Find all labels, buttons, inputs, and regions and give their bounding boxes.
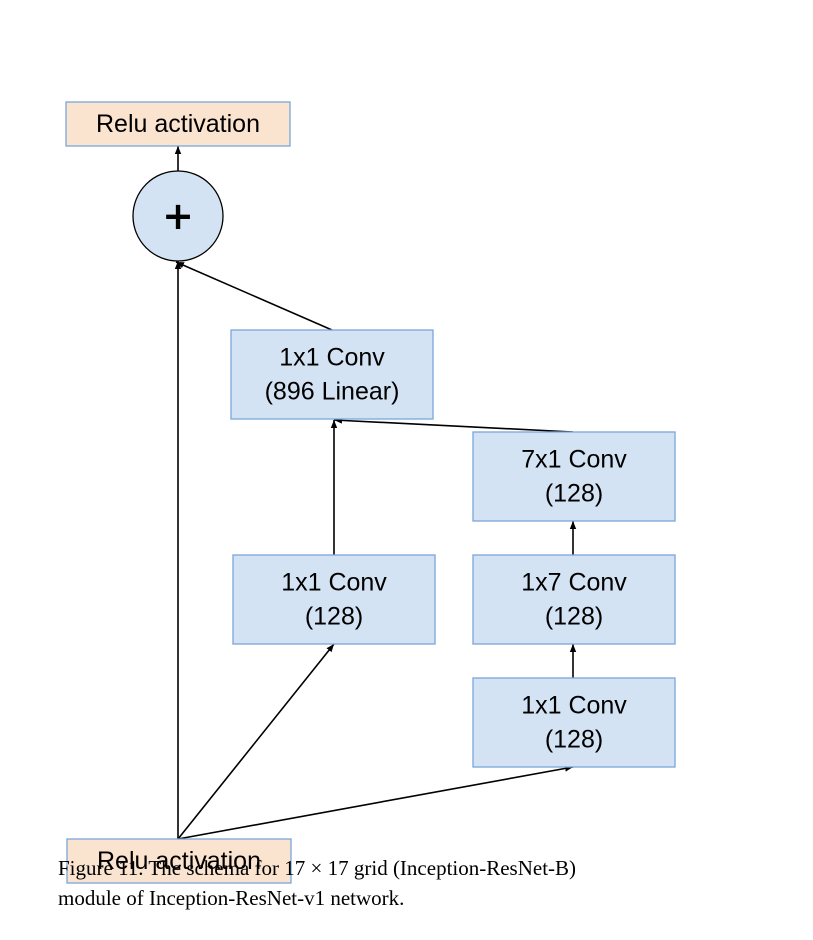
edge-conv-7x1-to-conv-linear [333,417,574,433]
node-conv-1x7: 1x7 Conv (128) [472,554,676,645]
node-relu-top: Relu activation [65,101,291,147]
node-label-line: Relu activation [96,110,260,138]
node-conv-7x1: 7x1 Conv (128) [472,431,676,522]
node-box [66,838,292,884]
node-box [65,101,291,147]
node-label-line: 1x1 Conv [521,692,627,720]
node-sum: + [132,170,224,262]
edge-conv-linear-to-sum [175,261,333,331]
node-label-line: (128) [545,726,603,754]
nodes-layer: Relu activation +1x1 Conv (896 Linear) 7x1 … [65,101,676,884]
plus-sign: + [162,194,194,238]
node-conv-1x1-right: 1x1 Conv (128) [472,677,676,768]
node-label-line: 1x1 Conv [279,344,385,372]
sum-node-circle [132,170,224,262]
node-box [230,329,434,420]
node-label-line: 7x1 Conv [521,446,627,474]
edge-relu-bottom-to-conv-1x1-left [177,643,335,840]
node-label-line: (896 Linear) [265,378,400,406]
node-label-line: (128) [305,603,363,631]
figure-caption: Figure 11. The schema for 17 × 17 grid (… [58,853,778,913]
node-relu-bottom: Relu activation [66,838,292,884]
caption-line-1: Figure 11. The schema for 17 × 17 grid (… [58,856,577,880]
node-label-line: Relu activation [97,847,261,875]
node-label-line: 1x1 Conv [281,569,387,597]
node-conv-linear: 1x1 Conv (896 Linear) [230,329,434,420]
node-label-line: (128) [545,480,603,508]
node-label-line: 1x7 Conv [521,569,627,597]
node-box [232,554,436,645]
node-label-line: (128) [545,603,603,631]
node-box [472,677,676,768]
edges-layer [174,146,577,840]
caption-line-2: module of Inception-ResNet-v1 network. [58,886,405,910]
node-box [472,431,676,522]
node-conv-1x1-left: 1x1 Conv (128) [232,554,436,645]
edge-relu-bottom-to-conv-1x1-right [177,765,574,840]
node-box [472,554,676,645]
